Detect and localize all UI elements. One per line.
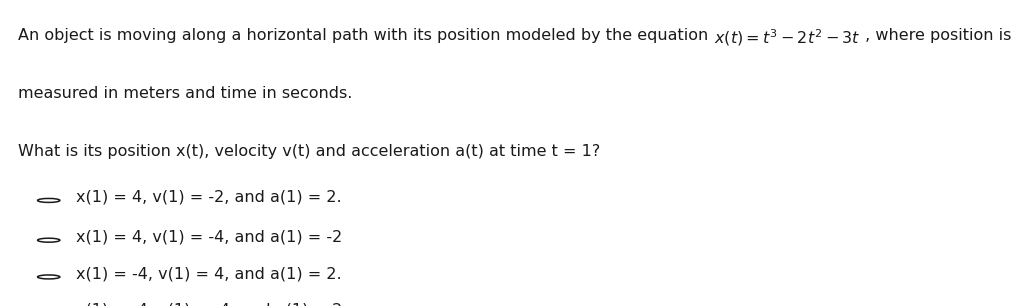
Text: x(1) = -4, v(1) = -4, and a(1) = 2.: x(1) = -4, v(1) = -4, and a(1) = 2.: [76, 303, 347, 306]
Text: $x(t) = t^3 - 2t^2 - 3t$: $x(t) = t^3 - 2t^2 - 3t$: [714, 28, 861, 48]
Text: An object is moving along a horizontal path with its position modeled by the equ: An object is moving along a horizontal p…: [18, 28, 714, 43]
Text: measured in meters and time in seconds.: measured in meters and time in seconds.: [18, 86, 352, 101]
Text: , where position is: , where position is: [861, 28, 1012, 43]
Text: x(1) = 4, v(1) = -2, and a(1) = 2.: x(1) = 4, v(1) = -2, and a(1) = 2.: [76, 190, 342, 205]
Text: x(1) = 4, v(1) = -4, and a(1) = -2: x(1) = 4, v(1) = -4, and a(1) = -2: [76, 230, 342, 244]
Text: What is its position x(t), velocity v(t) and acceleration a(t) at time t = 1?: What is its position x(t), velocity v(t)…: [18, 144, 601, 159]
Text: x(1) = -4, v(1) = 4, and a(1) = 2.: x(1) = -4, v(1) = 4, and a(1) = 2.: [76, 266, 342, 281]
